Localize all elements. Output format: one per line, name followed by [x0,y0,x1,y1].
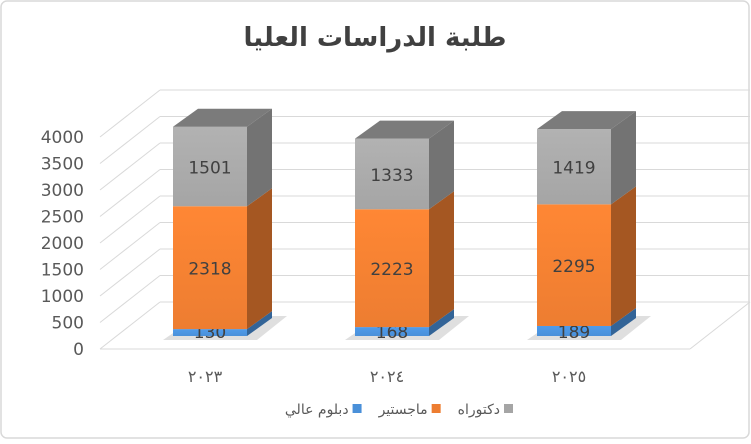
legend-swatch [504,404,513,413]
bar-segment-side [247,311,272,336]
y-tick-label: 3000 [41,181,84,201]
bar-segment-side [429,120,454,210]
bar-segment-side [611,307,636,336]
floor-side-line [689,301,751,350]
data-label: 168 [376,323,408,343]
y-tick-label: 2000 [41,234,84,254]
y-tick-label: 3500 [41,155,84,175]
data-label: 2318 [188,260,231,280]
data-label: 2295 [552,257,595,277]
legend-label: ماجستير [378,402,428,418]
bar-top [173,108,272,127]
gridline-side [99,301,161,350]
bar-segment-front [173,206,247,330]
gridline-side [99,116,161,164]
bar-segment-front [173,126,247,207]
chart-title: طلبة الدراسات العليا [244,23,507,53]
data-label: 2223 [370,260,413,280]
gridline-side [99,248,161,297]
y-tick-label: 0 [73,340,84,360]
gridline-side [99,222,161,270]
bar-top [355,120,454,139]
bar-segment-side [429,191,454,328]
x-tick-label: ٢٠٢٣ [188,367,223,386]
gridline-side [99,89,161,138]
y-tick-label: 1000 [41,287,84,307]
gridline-side [99,169,161,217]
bar-segment-side [611,186,636,326]
bar-segment-front [173,329,247,336]
bar-top [537,111,636,130]
legend-label: دبلوم عالي [285,402,349,418]
y-tick-label: 2500 [41,208,84,228]
bar-segment-front [355,138,429,210]
bar-segment-front [537,129,611,205]
bar-segment-front [537,325,611,336]
gridline-side [99,275,161,323]
y-tick-label: 1500 [41,261,84,281]
bar-segment-front [355,327,429,336]
bar-segment-front [355,209,429,328]
x-tick-label: ٢٠٢٥ [552,367,586,386]
legend-label: دكتوراه [458,402,500,418]
data-label: 1501 [188,158,231,178]
gridline-side [99,142,161,191]
data-label: 189 [558,323,590,343]
bar-segment-side [247,108,272,207]
legend-swatch [431,404,441,413]
y-tick-label: 500 [52,314,84,334]
data-label: 1419 [552,159,595,179]
bar-segment-side [611,111,636,205]
gridline-side [99,195,161,244]
x-tick-label: ٢٠٢٤ [370,367,404,386]
bar-segment-front [537,204,611,326]
bar-segment-side [429,309,454,336]
legend-swatch [352,404,362,413]
y-tick-label: 4000 [41,128,84,148]
bar-segment-side [247,188,272,330]
data-label: 1333 [370,166,413,186]
